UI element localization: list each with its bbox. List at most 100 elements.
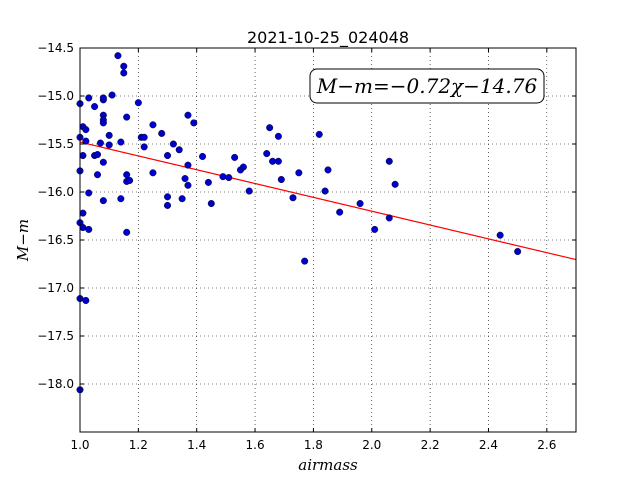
data-point: [385, 157, 393, 165]
data-point: [99, 94, 107, 102]
x-tick-label: 2.2: [421, 438, 440, 452]
data-point: [94, 171, 102, 179]
data-point: [225, 174, 233, 182]
data-point: [385, 214, 393, 222]
data-point: [184, 181, 192, 189]
x-tick-label: 2.0: [362, 438, 381, 452]
fit-equation-frame: [309, 68, 545, 104]
x-tick-label: 1.4: [187, 438, 206, 452]
data-point: [117, 195, 125, 203]
data-point: [219, 173, 227, 181]
x-tick-label: 2.6: [537, 438, 556, 452]
data-point: [245, 187, 253, 195]
data-point: [231, 153, 239, 161]
data-point: [79, 224, 87, 232]
data-point: [204, 178, 212, 186]
chart-title: 2021-10-25_024048: [247, 28, 409, 48]
x-axis-label: airmass: [298, 456, 358, 474]
data-point: [269, 157, 277, 165]
data-point: [99, 119, 107, 127]
data-point: [82, 126, 90, 134]
data-point: [114, 52, 122, 60]
data-point: [123, 228, 131, 236]
data-point: [85, 94, 93, 102]
data-point: [175, 146, 183, 154]
data-point: [371, 225, 379, 233]
data-point: [164, 193, 172, 201]
data-point: [301, 257, 309, 265]
y-axis-label: M−m: [14, 219, 32, 262]
data-point: [149, 121, 157, 129]
data-point: [266, 124, 274, 132]
data-point: [239, 163, 247, 171]
fit-line-group: [79, 141, 577, 261]
data-point: [123, 171, 131, 179]
data-point: [514, 248, 522, 256]
data-point: [85, 189, 93, 197]
data-point: [108, 91, 116, 99]
data-point: [164, 201, 172, 209]
data-point: [123, 113, 131, 121]
data-point: [85, 225, 93, 233]
data-point: [169, 140, 177, 148]
data-point: [274, 132, 282, 140]
x-tick-label: 1.2: [129, 438, 148, 452]
data-point: [391, 180, 399, 188]
data-point: [184, 111, 192, 119]
data-point: [324, 166, 332, 174]
data-point: [207, 200, 215, 208]
data-point: [178, 195, 186, 203]
y-tick-label: −16.0: [37, 185, 74, 199]
data-point: [140, 133, 148, 141]
data-point: [277, 176, 285, 184]
data-point: [158, 129, 166, 137]
y-tick-label: −18.0: [37, 377, 74, 391]
fit-equation-label: M−m=−0.72χ−14.76: [316, 74, 538, 98]
fit-line: [79, 141, 577, 261]
data-point: [190, 119, 198, 127]
data-point: [105, 141, 113, 149]
data-point: [274, 157, 282, 165]
data-point: [263, 150, 271, 158]
data-point: [94, 151, 102, 159]
data-point: [105, 131, 113, 139]
data-point: [164, 152, 172, 160]
data-point: [96, 139, 104, 147]
data-point: [496, 231, 504, 239]
x-tick-label: 2.4: [479, 438, 498, 452]
data-point: [134, 99, 142, 107]
data-point: [356, 200, 364, 208]
data-point: [126, 176, 134, 184]
plot-area-frame: [79, 47, 577, 433]
data-point: [91, 103, 99, 111]
data-point: [79, 152, 87, 160]
y-tick-label: −15.5: [37, 137, 74, 151]
data-point: [120, 69, 128, 77]
y-tick-label: −17.0: [37, 281, 74, 295]
data-point: [336, 208, 344, 216]
data-point: [181, 175, 189, 183]
data-point: [295, 169, 303, 177]
y-tick-label: −16.5: [37, 233, 74, 247]
data-point: [117, 138, 125, 146]
x-tick-label: 1.6: [246, 438, 265, 452]
data-point: [149, 169, 157, 177]
data-point: [82, 296, 90, 304]
data-point: [82, 137, 90, 145]
data-point: [99, 158, 107, 166]
y-tick-label: −17.5: [37, 329, 74, 343]
data-points: [76, 52, 522, 394]
y-tick-label: −15.0: [37, 89, 74, 103]
x-tick-label: 1.8: [304, 438, 323, 452]
data-point: [289, 194, 297, 202]
x-tick-label: 1.0: [70, 438, 89, 452]
data-point: [321, 187, 329, 195]
data-point: [120, 62, 128, 70]
fit-equation-box: M−m=−0.72χ−14.76: [309, 68, 545, 104]
data-point: [99, 197, 107, 205]
data-point: [140, 143, 148, 151]
data-point: [79, 209, 87, 217]
data-point: [315, 130, 323, 138]
data-point: [199, 152, 207, 160]
